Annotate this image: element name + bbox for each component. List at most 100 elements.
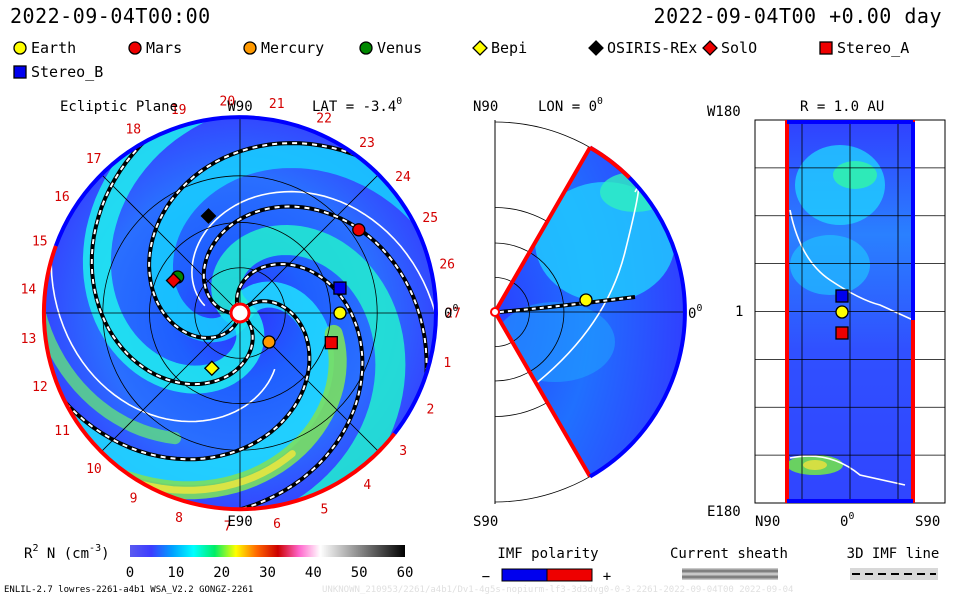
- density-arm-high-2: [44, 208, 182, 445]
- latlon-x-label-3: S90: [915, 514, 940, 530]
- meridional-edge-top: [493, 146, 592, 313]
- imf-line-dash-1: [44, 300, 311, 461]
- colorbar-label: R2 N (cm-3): [24, 543, 110, 562]
- legend-marker-mercury: [243, 41, 257, 55]
- ecliptic-grid-radial-2: [239, 174, 379, 314]
- latlon-mid-left-label: 1: [735, 304, 743, 320]
- colorbar-tick-50: 50: [351, 565, 368, 581]
- imf-line-dash-2: [126, 263, 364, 509]
- legend-label-venus: Venus: [377, 39, 422, 57]
- latlon-body-earth: [835, 305, 849, 319]
- ecliptic-grid-radial-4: [101, 174, 241, 314]
- legend-label-osiris-rex: OSIRIS-REx: [607, 39, 697, 57]
- sector-number-3: 3: [399, 444, 407, 459]
- meridional-body-earth: [579, 293, 593, 307]
- imf-line-dash-4: [148, 142, 436, 339]
- sector-number-17: 17: [86, 152, 102, 167]
- meridional-rim-positive: [589, 145, 631, 180]
- legend-marker-solo: [702, 40, 718, 56]
- legend-marker-mars: [128, 41, 142, 55]
- colorbar-tick-0: 0: [126, 565, 134, 581]
- ecliptic-lat-label: LAT = -3.40: [312, 96, 402, 115]
- legend-label-mars: Mars: [146, 39, 182, 57]
- sector-number-11: 11: [54, 424, 70, 439]
- sector-number-19: 19: [171, 103, 187, 118]
- imf-line-dash-3: [202, 205, 428, 483]
- sector-number-10: 10: [86, 462, 102, 477]
- ecliptic-bottom-label: E90: [227, 514, 252, 530]
- meridional-edge-bottom: [493, 311, 592, 478]
- colorbar-tick-10: 10: [167, 565, 184, 581]
- density-arm-1: [44, 281, 335, 486]
- latlon-x-label-1: N90: [755, 514, 780, 530]
- footer-left: ENLIL-2.7 lowres-2261-a4b1 WSA_V2.2 GONG…: [4, 585, 254, 595]
- sector-number-5: 5: [321, 503, 329, 518]
- latlon-sheath-line-1: [789, 209, 914, 321]
- legend-marker-venus: [359, 41, 373, 55]
- ecliptic-body-solo: [165, 272, 182, 289]
- sector-number-12: 12: [32, 380, 48, 395]
- current-sheath-title: Current sheath: [670, 546, 788, 562]
- imf-polarity-negative-swatch: [501, 568, 548, 582]
- ecliptic-body-earth: [333, 306, 347, 320]
- legend-marker-osiris-rex: [588, 40, 604, 56]
- colorbar-tick-40: 40: [305, 565, 322, 581]
- meridional-rim: [588, 145, 687, 479]
- ecliptic-body-mars: [352, 223, 366, 237]
- legend-label-stereo-b: Stereo_B: [31, 63, 103, 81]
- imf-polarity-plus: +: [603, 569, 611, 585]
- meridional-sun: [490, 307, 500, 317]
- colorbar-tick-30: 30: [259, 565, 276, 581]
- imf-polarity-rim-positive: [41, 245, 397, 512]
- sector-number-25: 25: [422, 211, 438, 226]
- header-left-timestamp: 2022-09-04T00:00: [10, 4, 211, 28]
- sector-number-20: 20: [220, 94, 236, 109]
- density-arm-2: [211, 224, 406, 509]
- sector-number-7: 7: [224, 520, 232, 535]
- latlon-body-stereo-a: [835, 326, 849, 340]
- imf-polarity-minus: −: [482, 569, 490, 585]
- imf-polarity-positive-swatch: [546, 568, 593, 582]
- sector-number-2: 2: [426, 403, 434, 418]
- imf-polarity-rim-negative: [53, 115, 438, 435]
- legend-marker-bepi: [472, 40, 488, 56]
- legend-marker-stereo-a: [819, 41, 833, 55]
- ecliptic-body-stereo-a: [324, 336, 338, 350]
- latlon-density-5: [803, 460, 827, 470]
- density-arm-3: [149, 143, 436, 343]
- ecliptic-top-label: W90: [227, 99, 252, 115]
- latlon-panel: [754, 119, 946, 504]
- latlon-top-left-label: W180: [707, 104, 741, 120]
- meridional-lon-label: LON = 00: [538, 96, 603, 115]
- sector-number-22: 22: [316, 111, 332, 126]
- sector-number-27: 27: [445, 307, 461, 322]
- ecliptic-body-osiris-rex: [200, 208, 217, 224]
- legend-label-earth: Earth: [31, 39, 76, 57]
- colorbar-tick-60: 60: [397, 565, 414, 581]
- sector-number-9: 9: [130, 492, 138, 507]
- latlon-density-2: [833, 161, 877, 189]
- meridional-bottom-label: S90: [473, 514, 498, 530]
- latlon-r-label: R = 1.0 AU: [800, 99, 884, 115]
- meridional-top-label: N90: [473, 99, 498, 115]
- ecliptic-panel: [41, 115, 438, 512]
- imf-line-dash-5: [90, 117, 254, 386]
- ecliptic-title: Ecliptic Plane: [60, 99, 178, 115]
- ecliptic-body-bepi: [203, 360, 220, 377]
- imf-polarity-title: IMF polarity: [497, 546, 598, 562]
- density-arm-4: [82, 117, 281, 394]
- latlon-sheath-line-2: [789, 455, 906, 486]
- meridional-imf-line: [499, 295, 636, 314]
- meridional-sheath-line: [524, 187, 640, 393]
- footer-right: UNKNOWN_210953/2261/a4b1/Dv1-4g5s-nopiur…: [322, 585, 794, 595]
- sector-number-15: 15: [32, 234, 48, 249]
- sun-marker: [229, 302, 251, 324]
- latlon-bottom-left-label: E180: [707, 504, 741, 520]
- meridional-right-label: 00: [688, 303, 702, 322]
- latlon-x-label-2: 00: [840, 511, 854, 530]
- ecliptic-body-mercury: [262, 335, 276, 349]
- sector-number-8: 8: [175, 511, 183, 526]
- header-right-timestamp: 2022-09-04T00 +0.00 day: [653, 4, 942, 28]
- sector-number-18: 18: [125, 123, 141, 138]
